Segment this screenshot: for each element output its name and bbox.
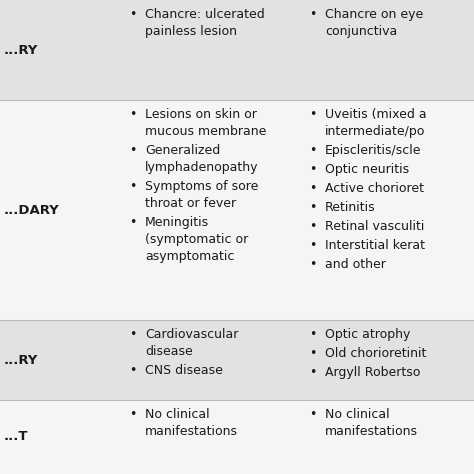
Text: Cardiovascular: Cardiovascular	[145, 328, 238, 341]
Text: ...T: ...T	[4, 430, 28, 444]
Text: ...RY: ...RY	[4, 354, 38, 366]
Text: Lesions on skin or: Lesions on skin or	[145, 108, 257, 121]
Text: •: •	[310, 366, 317, 379]
Text: •: •	[310, 163, 317, 176]
Text: •: •	[310, 408, 317, 421]
Text: Retinal vasculiti: Retinal vasculiti	[325, 220, 424, 233]
Text: Generalized: Generalized	[145, 144, 220, 157]
Text: conjunctiva: conjunctiva	[325, 25, 397, 38]
Text: •: •	[310, 8, 317, 21]
Text: Interstitial kerat: Interstitial kerat	[325, 239, 425, 252]
Text: Meningitis: Meningitis	[145, 216, 209, 229]
Text: •: •	[129, 108, 137, 121]
Text: Symptoms of sore: Symptoms of sore	[145, 180, 258, 193]
Text: painless lesion: painless lesion	[145, 25, 237, 38]
Bar	[0, 100, 474, 320]
Text: No clinical: No clinical	[145, 408, 210, 421]
Text: No clinical: No clinical	[325, 408, 390, 421]
Text: asymptomatic: asymptomatic	[145, 250, 234, 263]
Text: intermediate/po: intermediate/po	[325, 125, 425, 138]
Text: manifestations: manifestations	[145, 425, 238, 438]
Bar	[0, 0, 474, 100]
Text: Optic neuritis: Optic neuritis	[325, 163, 409, 176]
Text: Episcleritis/scle: Episcleritis/scle	[325, 144, 421, 157]
Text: •: •	[129, 328, 137, 341]
Text: mucous membrane: mucous membrane	[145, 125, 266, 138]
Text: •: •	[310, 201, 317, 214]
Text: •: •	[129, 364, 137, 377]
Text: •: •	[310, 182, 317, 195]
Text: •: •	[310, 347, 317, 360]
Bar	[0, 320, 474, 400]
Text: ...DARY: ...DARY	[4, 203, 60, 217]
Text: ...RY: ...RY	[4, 44, 38, 56]
Text: lymphadenopathy: lymphadenopathy	[145, 161, 258, 174]
Text: •: •	[310, 220, 317, 233]
Text: •: •	[310, 239, 317, 252]
Text: throat or fever: throat or fever	[145, 197, 236, 210]
Bar	[0, 400, 474, 474]
Text: •: •	[129, 216, 137, 229]
Text: disease: disease	[145, 345, 193, 358]
Text: Chancre on eye: Chancre on eye	[325, 8, 423, 21]
Text: •: •	[129, 8, 137, 21]
Text: •: •	[310, 258, 317, 271]
Text: Chancre: ulcerated: Chancre: ulcerated	[145, 8, 265, 21]
Text: •: •	[310, 328, 317, 341]
Text: •: •	[129, 180, 137, 193]
Text: •: •	[310, 108, 317, 121]
Text: •: •	[310, 144, 317, 157]
Text: Optic atrophy: Optic atrophy	[325, 328, 410, 341]
Text: and other: and other	[325, 258, 386, 271]
Text: (symptomatic or: (symptomatic or	[145, 233, 248, 246]
Text: Retinitis: Retinitis	[325, 201, 375, 214]
Text: Old chorioretinit: Old chorioretinit	[325, 347, 427, 360]
Text: CNS disease: CNS disease	[145, 364, 223, 377]
Text: •: •	[129, 144, 137, 157]
Text: •: •	[129, 408, 137, 421]
Text: Argyll Robertso: Argyll Robertso	[325, 366, 420, 379]
Text: Uveitis (mixed a: Uveitis (mixed a	[325, 108, 427, 121]
Text: manifestations: manifestations	[325, 425, 418, 438]
Text: Active chorioret: Active chorioret	[325, 182, 424, 195]
